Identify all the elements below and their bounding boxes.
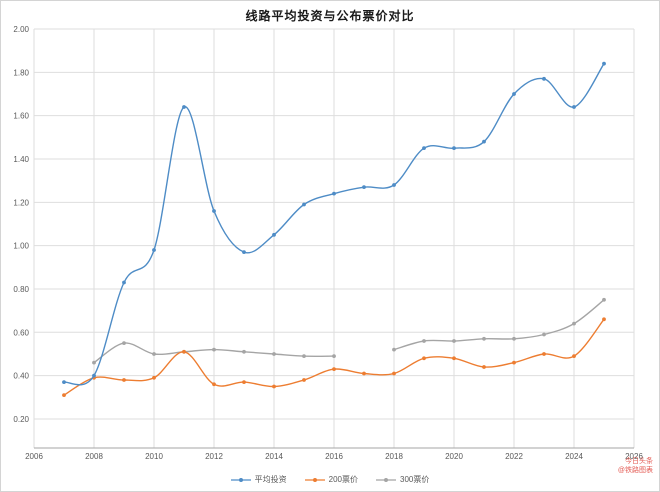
- data-point-marker: [182, 349, 186, 354]
- data-point-marker: [542, 352, 546, 356]
- data-point-marker: [452, 339, 456, 343]
- line-marker-icon: [230, 476, 251, 484]
- y-tick-label: 1.40: [13, 155, 29, 164]
- data-point-marker: [542, 76, 546, 81]
- data-point-marker: [392, 371, 396, 376]
- watermark: 今日头条 @铁路图表: [618, 457, 653, 475]
- data-point-marker: [302, 354, 306, 359]
- legend-label: 平均投资: [254, 475, 287, 484]
- y-tick-label: 0.20: [13, 415, 29, 424]
- data-point-marker: [242, 349, 246, 354]
- data-point-marker: [452, 146, 456, 151]
- data-point-marker: [602, 61, 606, 66]
- line-marker-icon: [376, 476, 396, 484]
- data-point-marker: [272, 384, 276, 389]
- data-point-marker: [152, 375, 156, 380]
- data-point-marker: [212, 382, 216, 387]
- x-tick-label: 2010: [145, 452, 163, 461]
- x-tick-label: 2012: [205, 452, 223, 461]
- watermark-line-1: 今日头条: [625, 458, 653, 465]
- data-point-marker: [242, 380, 246, 385]
- data-point-marker: [152, 248, 156, 252]
- chart-title: 线路平均投资与公布票价对比: [245, 9, 415, 23]
- data-point-marker: [512, 336, 516, 341]
- data-point-marker: [362, 371, 366, 376]
- y-tick-label: 1.00: [13, 242, 29, 251]
- data-point-marker: [482, 139, 486, 144]
- data-point-marker: [182, 105, 186, 109]
- x-tick-label: 2018: [385, 452, 403, 461]
- y-tick-label: 0.80: [13, 285, 29, 294]
- y-tick-label: 1.20: [13, 198, 29, 207]
- data-point-marker: [62, 393, 66, 398]
- x-tick-label: 2008: [85, 452, 103, 461]
- data-point-marker: [602, 297, 606, 302]
- data-point-marker: [302, 202, 306, 207]
- data-point-marker: [92, 360, 96, 365]
- data-point-marker: [152, 352, 156, 356]
- y-tick-label: 1.80: [13, 68, 29, 77]
- x-tick-label: 2022: [505, 452, 523, 461]
- x-tick-label: 2016: [325, 452, 343, 461]
- data-point-marker: [392, 183, 396, 187]
- data-point-marker: [392, 347, 396, 352]
- data-point-marker: [572, 321, 576, 326]
- data-point-marker: [122, 341, 126, 346]
- data-point-marker: [422, 146, 426, 151]
- data-point-marker: [272, 232, 276, 237]
- x-tick-label: 2024: [565, 452, 583, 461]
- data-point-marker: [362, 185, 366, 190]
- data-point-marker: [122, 378, 126, 382]
- y-tick-label: 2.00: [13, 25, 29, 34]
- data-point-marker: [512, 92, 516, 96]
- data-point-marker: [332, 191, 336, 196]
- data-point-marker: [272, 352, 276, 356]
- data-point-marker: [602, 317, 606, 322]
- data-point-marker: [572, 354, 576, 359]
- data-point-marker: [482, 336, 486, 341]
- line-marker-icon: [304, 476, 325, 484]
- legend-item-average-investment: 平均投资: [230, 474, 287, 485]
- data-point-marker: [452, 356, 456, 361]
- data-point-marker: [572, 105, 576, 109]
- y-tick-label: 0.60: [13, 328, 29, 337]
- data-point-marker: [62, 380, 66, 385]
- data-point-marker: [122, 280, 126, 285]
- x-tick-label: 2026: [625, 452, 643, 461]
- watermark-line-2: @铁路图表: [617, 467, 653, 474]
- legend: 平均投资 200票价 300票价: [1, 474, 659, 485]
- data-point-marker: [332, 354, 336, 359]
- data-point-marker: [512, 360, 516, 365]
- series-line: [393, 299, 605, 351]
- data-point-marker: [422, 339, 426, 343]
- x-tick-label: 2014: [265, 452, 283, 461]
- legend-label: 300票价: [400, 475, 430, 484]
- data-point-marker: [332, 367, 336, 372]
- data-point-marker: [542, 332, 546, 337]
- x-tick-label: 2006: [25, 452, 43, 461]
- data-point-marker: [212, 347, 216, 352]
- data-point-marker: [92, 373, 96, 378]
- legend-label: 200票价: [328, 475, 358, 484]
- data-point-marker: [242, 250, 246, 255]
- legend-item-fare-200: 200票价: [304, 474, 358, 485]
- data-point-marker: [212, 209, 216, 213]
- x-tick-label: 2020: [445, 452, 463, 461]
- y-tick-label: 1.60: [13, 112, 29, 121]
- y-tick-label: 0.40: [13, 372, 29, 381]
- data-point-marker: [482, 365, 486, 369]
- data-point-marker: [422, 356, 426, 361]
- data-point-marker: [302, 378, 306, 382]
- legend-item-fare-300: 300票价: [376, 474, 429, 485]
